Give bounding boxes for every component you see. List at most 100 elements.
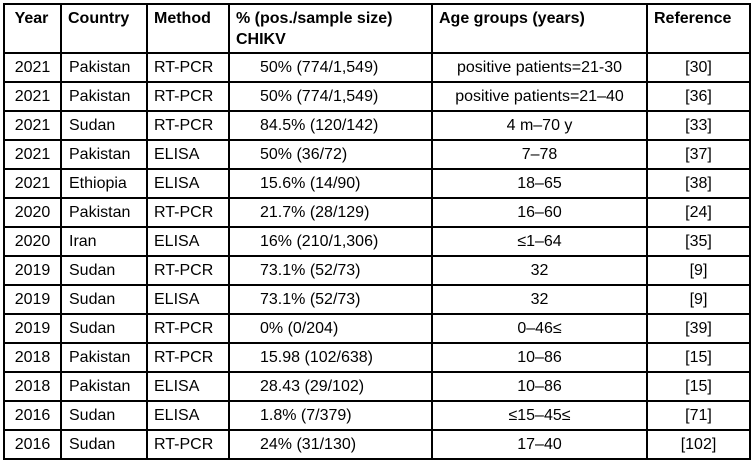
table-header: Year Country Method % (pos./sample size)… [3,3,751,54]
cell-age-group: 10–86 [431,342,648,373]
cell-reference: [9] [646,284,751,315]
cell-percent: 16% (210/1,306) [228,226,433,257]
cell-reference: [9] [646,255,751,286]
cell-percent: 84.5% (120/142) [228,110,433,141]
cell-country: Sudan [60,255,148,286]
cell-method: RT-PCR [146,429,230,460]
cell-reference: [37] [646,139,751,170]
cell-reference: [102] [646,429,751,460]
cell-country: Sudan [60,110,148,141]
table-row: 2021 Pakistan ELISA 50% (36/72) 7–78 [37] [3,139,751,170]
cell-year: 2018 [3,342,62,373]
cell-country: Pakistan [60,139,148,170]
cell-country: Pakistan [60,81,148,112]
cell-percent: 50% (36/72) [228,139,433,170]
cell-country: Ethiopia [60,168,148,199]
cell-method: RT-PCR [146,197,230,228]
cell-year: 2021 [3,52,62,83]
cell-method: RT-PCR [146,110,230,141]
cell-method: RT-PCR [146,52,230,83]
table-row: 2019 Sudan RT-PCR 0% (0/204) 0–46≤ [39] [3,313,751,344]
table-row: 2021 Pakistan RT-PCR 50% (774/1,549) positiv… [3,81,751,112]
cell-method: RT-PCR [146,313,230,344]
cell-reference: [24] [646,197,751,228]
cell-method: ELISA [146,226,230,257]
table-row: 2021 Ethiopia ELISA 15.6% (14/90) 18–65 [38] [3,168,751,199]
cell-country: Pakistan [60,342,148,373]
cell-percent: 50% (774/1,549) [228,52,433,83]
table-row: 2020 Pakistan RT-PCR 21.7% (28/129) 16–60 [24… [3,197,751,228]
cell-age-group: 7–78 [431,139,648,170]
cell-percent: 24% (31/130) [228,429,433,460]
cell-percent: 21.7% (28/129) [228,197,433,228]
cell-country: Sudan [60,400,148,431]
table-row: 2021 Sudan RT-PCR 84.5% (120/142) 4 m–70 y [3… [3,110,751,141]
table-body: 2021 Pakistan RT-PCR 50% (774/1,549) positiv… [3,52,751,460]
table-row: 2018 Pakistan RT-PCR 15.98 (102/638) 10–86 [1… [3,342,751,373]
cell-age-group: 32 [431,284,648,315]
cell-reference: [36] [646,81,751,112]
cell-method: RT-PCR [146,342,230,373]
cell-year: 2019 [3,313,62,344]
table-row: 2020 Iran ELISA 16% (210/1,306) ≤1–64 [35] [3,226,751,257]
cell-country: Pakistan [60,197,148,228]
cell-year: 2019 [3,284,62,315]
cell-country: Sudan [60,313,148,344]
cell-year: 2021 [3,168,62,199]
table-row: 2016 Sudan ELISA 1.8% (7/379) ≤15–45≤ [71] [3,400,751,431]
table-row: 2021 Pakistan RT-PCR 50% (774/1,549) positiv… [3,52,751,83]
cell-age-group: ≤1–64 [431,226,648,257]
cell-method: RT-PCR [146,255,230,286]
cell-method: ELISA [146,284,230,315]
cell-age-group: 17–40 [431,429,648,460]
cell-method: ELISA [146,168,230,199]
column-header-method: Method [146,3,230,54]
cell-country: Sudan [60,284,148,315]
cell-percent: 50% (774/1,549) [228,81,433,112]
cell-method: RT-PCR [146,81,230,112]
cell-reference: [15] [646,371,751,402]
chikv-prevalence-table: Year Country Method % (pos./sample size)… [3,3,751,460]
cell-age-group: 4 m–70 y [431,110,648,141]
cell-year: 2021 [3,110,62,141]
cell-age-group: 0–46≤ [431,313,648,344]
column-header-reference: Reference [646,3,751,54]
cell-age-group: 10–86 [431,371,648,402]
cell-year: 2020 [3,226,62,257]
cell-reference: [71] [646,400,751,431]
cell-reference: [33] [646,110,751,141]
column-header-percent: % (pos./sample size) CHIKV [228,3,433,54]
column-header-country: Country [60,3,148,54]
cell-age-group: positive patients=21-30 [431,52,648,83]
cell-age-group: ≤15–45≤ [431,400,648,431]
column-header-age-group: Age groups (years) [431,3,648,54]
cell-year: 2016 [3,400,62,431]
cell-age-group: 16–60 [431,197,648,228]
table-row: 2018 Pakistan ELISA 28.43 (29/102) 10–86 [15] [3,371,751,402]
cell-percent: 15.98 (102/638) [228,342,433,373]
cell-year: 2018 [3,371,62,402]
cell-year: 2016 [3,429,62,460]
cell-year: 2019 [3,255,62,286]
cell-percent: 1.8% (7/379) [228,400,433,431]
cell-reference: [39] [646,313,751,344]
cell-percent: 73.1% (52/73) [228,255,433,286]
cell-percent: 15.6% (14/90) [228,168,433,199]
cell-country: Sudan [60,429,148,460]
cell-year: 2020 [3,197,62,228]
cell-reference: [35] [646,226,751,257]
cell-method: ELISA [146,400,230,431]
cell-year: 2021 [3,139,62,170]
cell-age-group: 32 [431,255,648,286]
table-row: 2019 Sudan ELISA 73.1% (52/73) 32 [9] [3,284,751,315]
cell-country: Pakistan [60,52,148,83]
cell-reference: [38] [646,168,751,199]
cell-age-group: 18–65 [431,168,648,199]
cell-percent: 0% (0/204) [228,313,433,344]
cell-reference: [15] [646,342,751,373]
cell-percent: 28.43 (29/102) [228,371,433,402]
table-row: 2019 Sudan RT-PCR 73.1% (52/73) 32 [9] [3,255,751,286]
table-row: 2016 Sudan RT-PCR 24% (31/130) 17–40 [102] [3,429,751,460]
cell-country: Iran [60,226,148,257]
cell-percent: 73.1% (52/73) [228,284,433,315]
